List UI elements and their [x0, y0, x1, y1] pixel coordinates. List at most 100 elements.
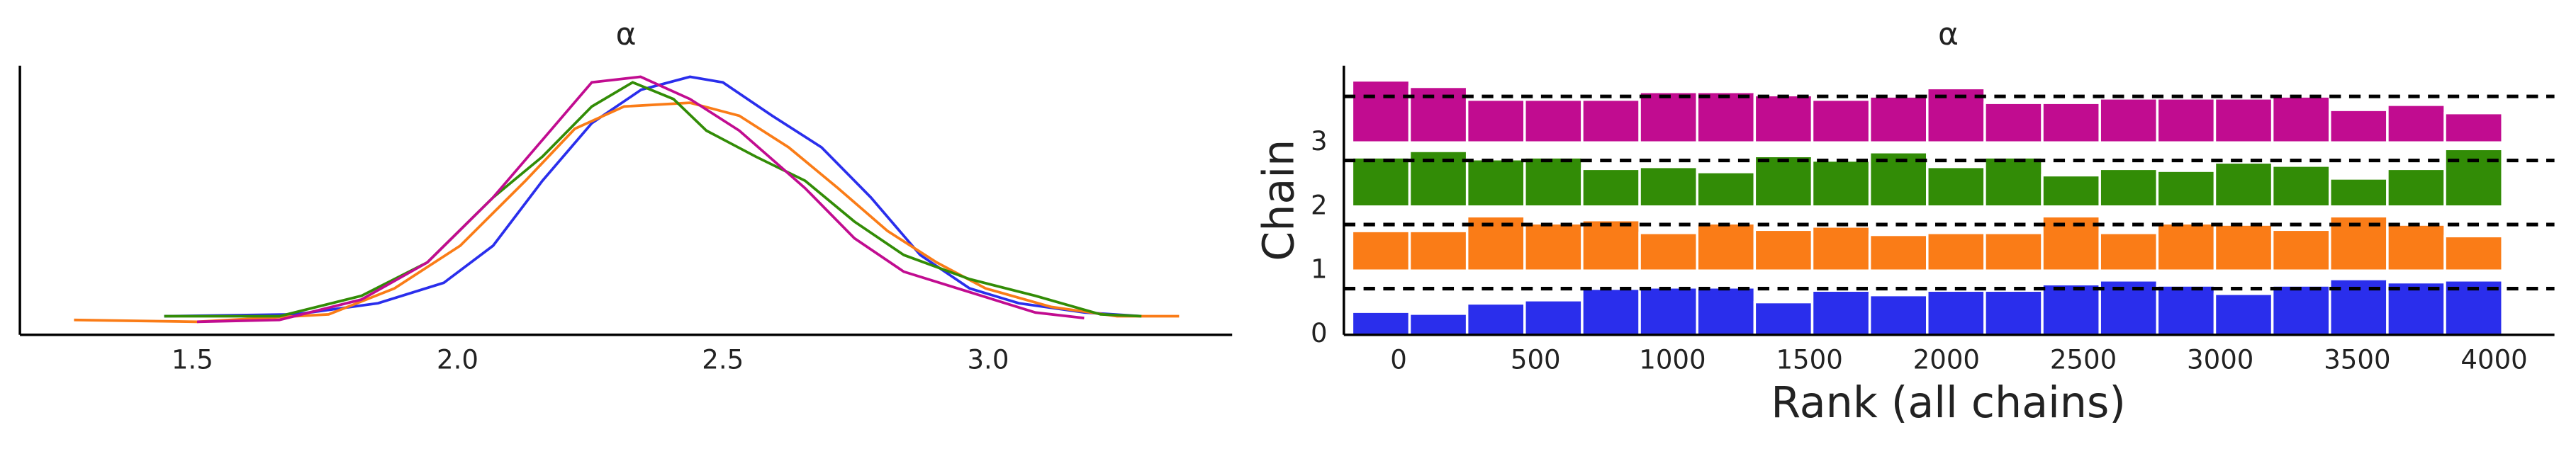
rank-bar	[1696, 222, 1757, 272]
rank-bar	[2041, 174, 2101, 208]
rank-bar	[1581, 287, 1641, 336]
rank-bar	[1638, 165, 1698, 208]
rank-bar	[2041, 283, 2101, 336]
rank-bar	[2270, 228, 2331, 272]
rank-bar	[2329, 108, 2389, 144]
rank-bar	[1350, 310, 1411, 336]
rank-bar	[1753, 93, 1814, 144]
rank-bar	[2386, 167, 2446, 208]
rank-bar	[2213, 292, 2274, 336]
rank-bar	[1753, 300, 1814, 336]
rank-bar	[1408, 85, 1469, 144]
rank-bar	[1465, 98, 1526, 144]
x-tick-label: 2.0	[437, 344, 478, 375]
rank-bar	[1581, 219, 1641, 272]
rank-bar	[2270, 164, 2331, 208]
rank-bar	[2098, 279, 2159, 336]
rank-bar	[2041, 101, 2101, 144]
rank-bar	[2270, 95, 2331, 144]
density-line	[197, 75, 1085, 324]
rank-bar	[1523, 98, 1584, 144]
rank-bar	[1810, 98, 1871, 144]
chart-title: α	[1938, 16, 1959, 52]
rank-bar	[1523, 156, 1584, 208]
rank-bar	[1926, 289, 1986, 336]
rank-bar	[2443, 147, 2504, 208]
y-tick-label: 0	[1311, 318, 1328, 348]
rank-bar	[2386, 280, 2446, 336]
rank-bar	[2213, 223, 2274, 272]
x-tick-label: 4000	[2460, 344, 2527, 375]
rank-bar	[1696, 286, 1757, 336]
rank-bar	[1465, 215, 1526, 272]
rank-bar	[1810, 159, 1871, 208]
rank-bar	[1810, 225, 1871, 272]
rank-bar	[1408, 312, 1469, 336]
x-tick-label: 1500	[1776, 344, 1842, 375]
rank-bar	[1350, 229, 1411, 272]
rank-bar	[1926, 165, 1986, 208]
rank-bar	[1581, 167, 1641, 208]
rank-bar	[2098, 232, 2159, 272]
rank-bar	[1350, 156, 1411, 208]
rank-bar	[1638, 91, 1698, 144]
rank-bar	[1638, 232, 1698, 272]
rank-bar	[2156, 97, 2217, 144]
rank-bar	[2386, 223, 2446, 272]
rank-bar	[1350, 79, 1411, 144]
chart-title: α	[616, 16, 637, 52]
x-tick-label: 1000	[1639, 344, 1706, 375]
rank-bar	[2443, 234, 2504, 272]
rank-bar	[2329, 177, 2389, 208]
rank-bar	[1983, 156, 2044, 208]
x-tick-label: 2500	[2050, 344, 2117, 375]
rank-bar	[1696, 91, 1757, 144]
rank-bar	[2270, 284, 2331, 336]
x-tick-label: 500	[1511, 344, 1561, 375]
x-tick-label: 3500	[2324, 344, 2390, 375]
x-tick-label: 3000	[2187, 344, 2253, 375]
rank-bar	[1408, 149, 1469, 208]
rank-bar	[2098, 97, 2159, 144]
rank-bar	[1638, 286, 1698, 336]
rank-bar	[1983, 101, 2044, 144]
x-tick-label: 3.0	[967, 344, 1009, 375]
rank-bar	[1983, 232, 2044, 272]
x-axis-label: Rank (all chains)	[1771, 378, 2126, 428]
rank-bar	[1465, 302, 1526, 336]
rank-bar	[1983, 289, 2044, 336]
rank-bar	[1696, 171, 1757, 208]
rank-bar	[2156, 284, 2217, 336]
rank-bar	[2156, 222, 2217, 272]
density-line	[164, 81, 1142, 318]
rank-bar	[1753, 154, 1814, 208]
rank-bar	[1810, 289, 1871, 336]
rank-bar	[1523, 222, 1584, 272]
rank-bar	[2156, 169, 2217, 208]
x-tick-label: 2000	[1913, 344, 1980, 375]
rank-bar	[1465, 158, 1526, 208]
y-tick-label: 2	[1311, 190, 1328, 220]
rank-bar	[1926, 232, 1986, 272]
x-tick-label: 1.5	[172, 344, 213, 375]
rank-bar	[1523, 299, 1584, 336]
density-line	[164, 75, 1142, 318]
y-tick-label: 3	[1311, 126, 1328, 157]
y-axis-label: Chain	[1254, 140, 1304, 261]
rank-bar	[1868, 95, 1929, 144]
rank-bar	[2213, 97, 2274, 144]
rank-bar	[1868, 233, 1929, 272]
rank-bar	[1868, 293, 1929, 336]
rank-bar	[2098, 167, 2159, 208]
x-tick-label: 0	[1390, 344, 1407, 375]
rank-bar	[2041, 215, 2101, 272]
rank-bar	[1408, 229, 1469, 272]
y-tick-label: 1	[1311, 254, 1328, 285]
rank-bar	[2213, 161, 2274, 208]
rank-bar	[1581, 98, 1641, 144]
rank-bar	[2386, 103, 2446, 144]
x-tick-label: 2.5	[702, 344, 744, 375]
rank-bar	[2443, 111, 2504, 144]
